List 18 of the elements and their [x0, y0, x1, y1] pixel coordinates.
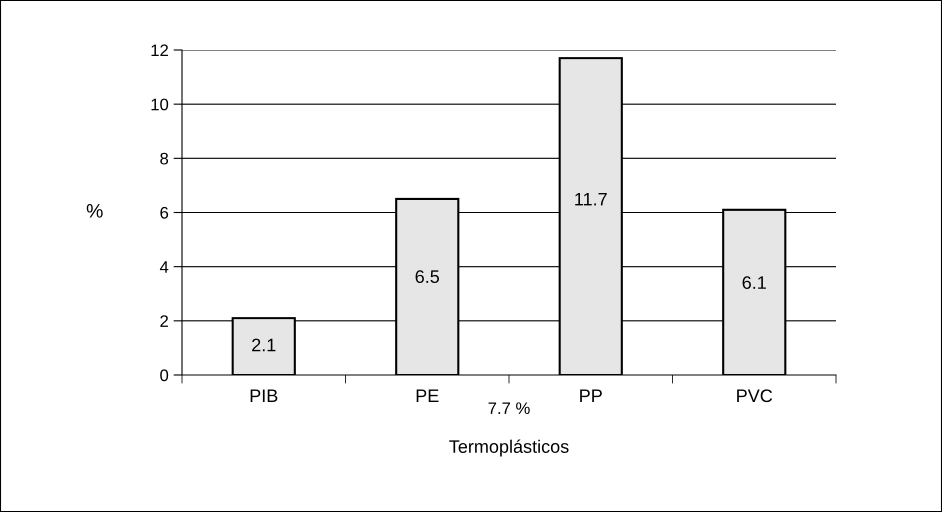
data-label: 6.5	[416, 270, 440, 284]
x-tick-label: PVC	[737, 389, 772, 402]
text: Termoplásticos	[449, 439, 569, 457]
x-tick-label: PIB	[250, 390, 278, 402]
y-tick-label: 4	[160, 261, 168, 273]
y-tick-label: 8	[160, 152, 168, 165]
y-tick-label: 6	[160, 206, 168, 219]
data-label: 6.1	[742, 276, 766, 289]
y-tick-label: 12	[152, 44, 168, 56]
text: 7.7 %	[488, 402, 530, 414]
y-tick-label: 0	[160, 369, 168, 382]
data-label: 11.7	[575, 192, 607, 206]
y-tick-label: 2	[160, 315, 168, 327]
data-label: 2.1	[252, 338, 276, 352]
x-tick-label: PE	[416, 390, 439, 402]
y-axis-title: %	[86, 204, 103, 218]
y-tick-label: 10	[152, 98, 168, 110]
x-tick-label: PP	[580, 390, 602, 402]
